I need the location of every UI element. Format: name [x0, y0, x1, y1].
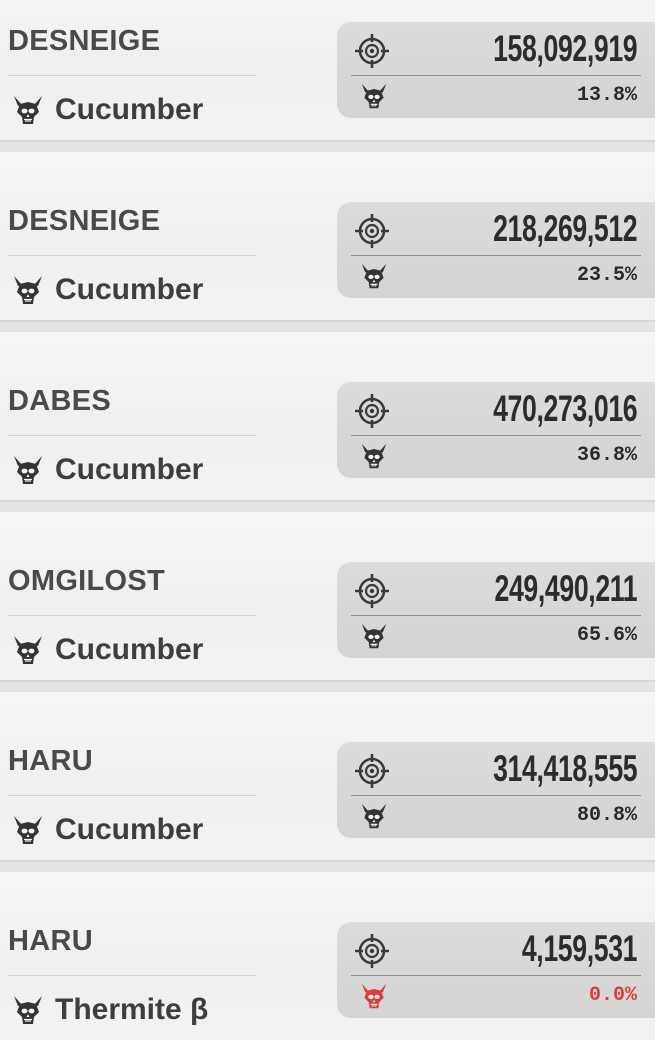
entity-label: Cucumber	[12, 811, 203, 849]
row-divider	[8, 255, 256, 256]
stats-panel: 470,273,016 36.8%	[337, 382, 655, 478]
target-icon	[353, 572, 391, 610]
stats-panel: 218,269,512 23.5%	[337, 202, 655, 298]
entity-name: Thermite β	[55, 993, 209, 1026]
entity-label: Thermite β	[12, 991, 208, 1029]
target-icon	[353, 392, 391, 430]
percent-value: 65.6%	[576, 624, 637, 647]
percent-value: 23.5%	[576, 264, 637, 287]
score-value: 470,273,016	[492, 388, 638, 429]
stats-panel: 158,092,919 13.8%	[337, 22, 655, 118]
panel-divider	[351, 435, 641, 436]
skull-icon	[12, 634, 44, 666]
skull-icon	[360, 442, 388, 470]
entity-label: Cucumber	[12, 271, 203, 309]
entity-name: Cucumber	[55, 273, 204, 306]
player-name: HARU	[8, 925, 93, 957]
score-value: 249,490,211	[494, 568, 637, 609]
skull-icon	[12, 814, 44, 846]
entity-label: Cucumber	[12, 631, 203, 669]
stats-panel: 314,418,555 80.8%	[337, 742, 655, 838]
row-divider	[8, 795, 256, 796]
skull-icon	[12, 994, 44, 1026]
score-value: 4,159,531	[521, 928, 638, 969]
panel-divider	[351, 795, 641, 796]
skull-icon	[360, 82, 388, 110]
percent-value: 36.8%	[576, 444, 637, 467]
panel-divider	[351, 975, 641, 976]
stats-panel: 4,159,531 0.0%	[337, 922, 655, 1018]
entity-name: Cucumber	[55, 453, 204, 486]
player-name: OMGILOST	[8, 565, 166, 597]
score-row[interactable]: DABES Cucumber 470,273,016 36.8%	[0, 332, 655, 500]
entity-name: Cucumber	[55, 93, 204, 126]
panel-divider	[351, 75, 641, 76]
row-divider	[8, 435, 256, 436]
player-name: DESNEIGE	[8, 205, 161, 237]
entity-label: Cucumber	[12, 91, 203, 129]
entity-name: Cucumber	[55, 813, 204, 846]
target-icon	[353, 932, 391, 970]
skull-icon	[12, 274, 44, 306]
skull-icon	[12, 94, 44, 126]
player-name: DABES	[8, 385, 112, 417]
target-icon	[353, 212, 391, 250]
percent-value: 0.0%	[588, 984, 637, 1007]
skull-icon	[360, 622, 388, 650]
skull-icon	[360, 262, 388, 290]
score-row[interactable]: HARU Cucumber 314,418,555 80.8%	[0, 692, 655, 860]
target-icon	[353, 752, 391, 790]
score-row[interactable]: DESNEIGE Cucumber 158,092,919 13.8%	[0, 0, 655, 140]
percent-value: 13.8%	[576, 84, 637, 107]
percent-value: 80.8%	[576, 804, 637, 827]
entity-name: Cucumber	[55, 633, 204, 666]
entity-label: Cucumber	[12, 451, 203, 489]
score-value: 218,269,512	[492, 208, 638, 249]
score-row[interactable]: DESNEIGE Cucumber 218,269,512 23.5%	[0, 152, 655, 320]
row-divider	[8, 75, 256, 76]
row-divider	[8, 975, 256, 976]
skull-icon	[12, 454, 44, 486]
stats-panel: 249,490,211 65.6%	[337, 562, 655, 658]
panel-divider	[351, 615, 641, 616]
skull-icon	[360, 802, 388, 830]
panel-divider	[351, 255, 641, 256]
score-row[interactable]: OMGILOST Cucumber 249,490,211 65.6%	[0, 512, 655, 680]
target-icon	[353, 32, 391, 70]
score-value: 158,092,919	[492, 28, 638, 69]
score-row[interactable]: HARU Thermite β 4,159,531 0.0%	[0, 872, 655, 1040]
score-value: 314,418,555	[492, 748, 638, 789]
player-name: DESNEIGE	[8, 25, 161, 57]
player-name: HARU	[8, 745, 93, 777]
skull-icon	[360, 982, 388, 1010]
row-divider	[8, 615, 256, 616]
